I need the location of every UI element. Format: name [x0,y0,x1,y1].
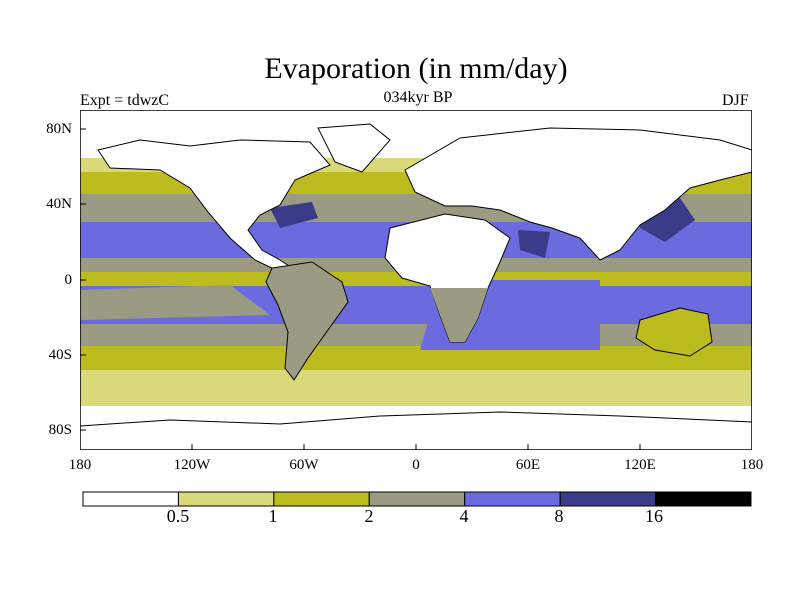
south-america [265,261,349,381]
colorbar-label: 0.5 [166,506,190,526]
north-america [97,139,331,271]
eurasia [404,127,752,261]
y-tick-label: 80N [46,121,72,137]
y-tick-label: 80S [48,422,72,438]
x-tick-label: 60W [289,457,319,473]
y-tick-label: 40N [46,196,72,212]
x-tick-label: 180 [740,457,764,473]
x-tick-label: 120E [624,457,656,473]
colorbar-segment [464,491,561,507]
x-tick-label: 120W [173,457,211,473]
colorbar-label: 16 [645,506,663,526]
y-tick-label: 0 [64,272,73,288]
colorbar-segment [368,491,466,507]
x-tick-label: 60E [515,457,541,473]
figure-title: Evaporation (in mm/day) [264,52,568,85]
y-tick-label: 40S [48,347,72,363]
x-tick-label: 180 [68,457,92,473]
y-ticks [80,128,86,431]
colorbar [82,491,752,507]
greenland [317,123,391,173]
colorbar-segment [273,491,370,507]
evaporation-map [80,110,752,450]
colorbar-segment [559,491,657,507]
gulfstream-darkblue [270,202,318,228]
australia [635,307,713,357]
band-south-olive [80,346,752,370]
x-ticks [191,444,641,450]
colorbar-label: 4 [459,506,469,526]
colorbar-segment [655,491,752,507]
experiment-label: Expt = tdwzC [80,92,170,109]
colorbar-label: 1 [268,506,278,526]
band-south-lightyellow [80,370,752,406]
season-label: DJF [722,92,749,109]
arabian-darkblue [518,230,550,258]
colorbar-segment [177,491,275,507]
colorbar-label: 8 [554,506,564,526]
colorbar-label: 2 [364,506,374,526]
antarctica [80,411,752,450]
x-tick-label: 0 [412,457,420,473]
africa-south-gray [430,288,488,342]
colorbar-segment [82,491,179,507]
period-label: 034kyr BP [383,89,453,106]
eastpac-gray [80,285,270,320]
